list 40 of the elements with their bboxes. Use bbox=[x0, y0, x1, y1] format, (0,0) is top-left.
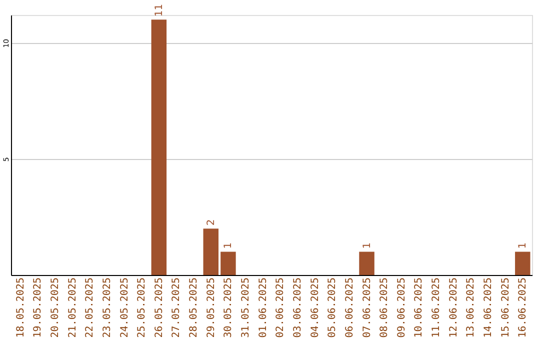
x-tick-label: 02.06.2025 bbox=[275, 278, 286, 338]
x-tick-label: 31.05.2025 bbox=[240, 278, 252, 338]
x-tick-label: 26.05.2025 bbox=[154, 278, 165, 338]
x-tick-label: 09.06.2025 bbox=[396, 278, 408, 338]
x-tick-label: 21.05.2025 bbox=[67, 278, 78, 338]
x-tick-label: 08.06.2025 bbox=[379, 278, 390, 338]
x-tick-label: 15.06.2025 bbox=[500, 278, 512, 338]
bar bbox=[220, 252, 236, 275]
x-tick-label: 06.06.2025 bbox=[344, 278, 356, 338]
x-tick-label: 16.06.2025 bbox=[518, 278, 529, 338]
data-label: 1 bbox=[362, 242, 373, 249]
x-tick-label: 04.06.2025 bbox=[310, 278, 321, 338]
data-label: 1 bbox=[518, 242, 529, 249]
x-tick-label: 30.05.2025 bbox=[223, 278, 234, 338]
bar bbox=[203, 228, 218, 275]
x-tick-label: 24.05.2025 bbox=[119, 278, 130, 338]
x-tick-label: 29.05.2025 bbox=[206, 278, 217, 338]
x-tick-label: 18.05.2025 bbox=[15, 278, 26, 338]
x-tick-label: 22.05.2025 bbox=[84, 278, 96, 338]
data-label: 11 bbox=[154, 4, 165, 17]
data-label: 1 bbox=[223, 242, 234, 249]
x-tick-label: 10.06.2025 bbox=[414, 278, 425, 338]
x-tick-label: 27.05.2025 bbox=[171, 278, 182, 338]
x-tick-label: 20.05.2025 bbox=[50, 278, 61, 338]
x-tick-label: 03.06.2025 bbox=[292, 278, 304, 338]
bar bbox=[515, 252, 530, 275]
x-tick-label: 28.05.2025 bbox=[188, 278, 200, 338]
x-tick-label: 14.06.2025 bbox=[483, 278, 494, 338]
x-tick-label: 23.05.2025 bbox=[102, 278, 113, 338]
x-tick-label: 13.06.2025 bbox=[466, 278, 477, 338]
bar bbox=[359, 252, 374, 275]
x-tick-label: 19.05.2025 bbox=[32, 278, 44, 338]
x-tick-label: 01.06.2025 bbox=[258, 278, 269, 338]
x-tick-label: 07.06.2025 bbox=[362, 278, 373, 338]
x-tick-label: 25.05.2025 bbox=[136, 278, 148, 338]
data-label: 2 bbox=[206, 219, 217, 226]
bar bbox=[151, 20, 167, 275]
x-tick-label: 05.06.2025 bbox=[327, 278, 338, 338]
x-tick-label: 12.06.2025 bbox=[448, 278, 460, 338]
x-tick-label: 11.06.2025 bbox=[431, 278, 442, 338]
